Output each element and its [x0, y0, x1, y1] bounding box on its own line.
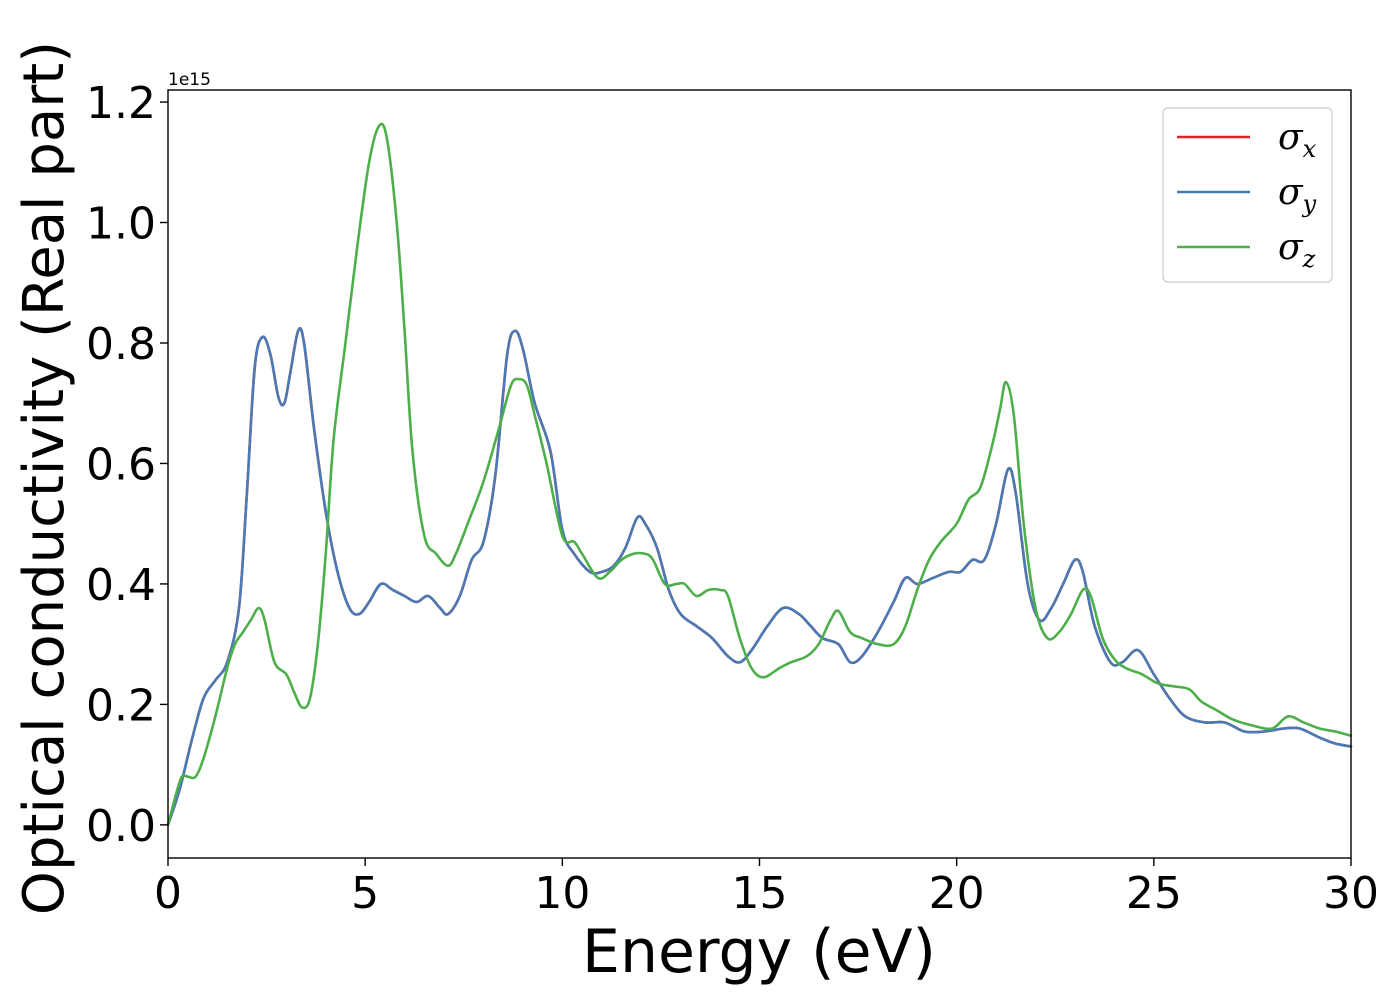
x-tick-label: 10: [534, 868, 590, 919]
y-multiplier-label: 1e15: [168, 70, 211, 90]
y-tick-label: 0.0: [86, 801, 156, 852]
x-tick-label: 20: [929, 868, 985, 919]
x-tick-label: 30: [1323, 868, 1379, 919]
y-tick-label: 0.8: [86, 319, 156, 370]
series-line-y: [166, 327, 1353, 827]
y-tick-label: 1.2: [86, 78, 156, 129]
y-axis-title: Optical conductivity (Real part): [12, 41, 77, 915]
legend: σx σy σz: [1162, 107, 1333, 283]
series-layer: [166, 122, 1353, 827]
legend-entries: σx σy σz: [1177, 117, 1317, 273]
legend-label-y: σy: [1278, 172, 1317, 218]
x-tick-label: 15: [732, 868, 788, 919]
y-tick-label: 0.4: [86, 560, 156, 611]
x-tick-label: 25: [1126, 868, 1182, 919]
y-tick-label: 1.0: [86, 199, 156, 250]
x-axis-title: Energy (eV): [582, 917, 936, 987]
y-tick-label: 0.6: [86, 439, 156, 490]
x-tick-label: 0: [154, 868, 182, 919]
series-line-z: [166, 122, 1353, 827]
x-tick-label: 5: [351, 868, 379, 919]
y-tick-label: 0.2: [86, 680, 156, 731]
legend-label-x: σx: [1278, 117, 1317, 163]
plot-background: [168, 90, 1351, 858]
legend-frame: [1162, 107, 1333, 283]
y-axis-ticks: 0.0 0.2 0.4 0.6 0.8 1.0 1.2: [86, 78, 168, 852]
legend-label-z: σz: [1278, 227, 1316, 273]
x-axis-ticks: 0 5 10 15 20 25 30: [154, 858, 1379, 919]
